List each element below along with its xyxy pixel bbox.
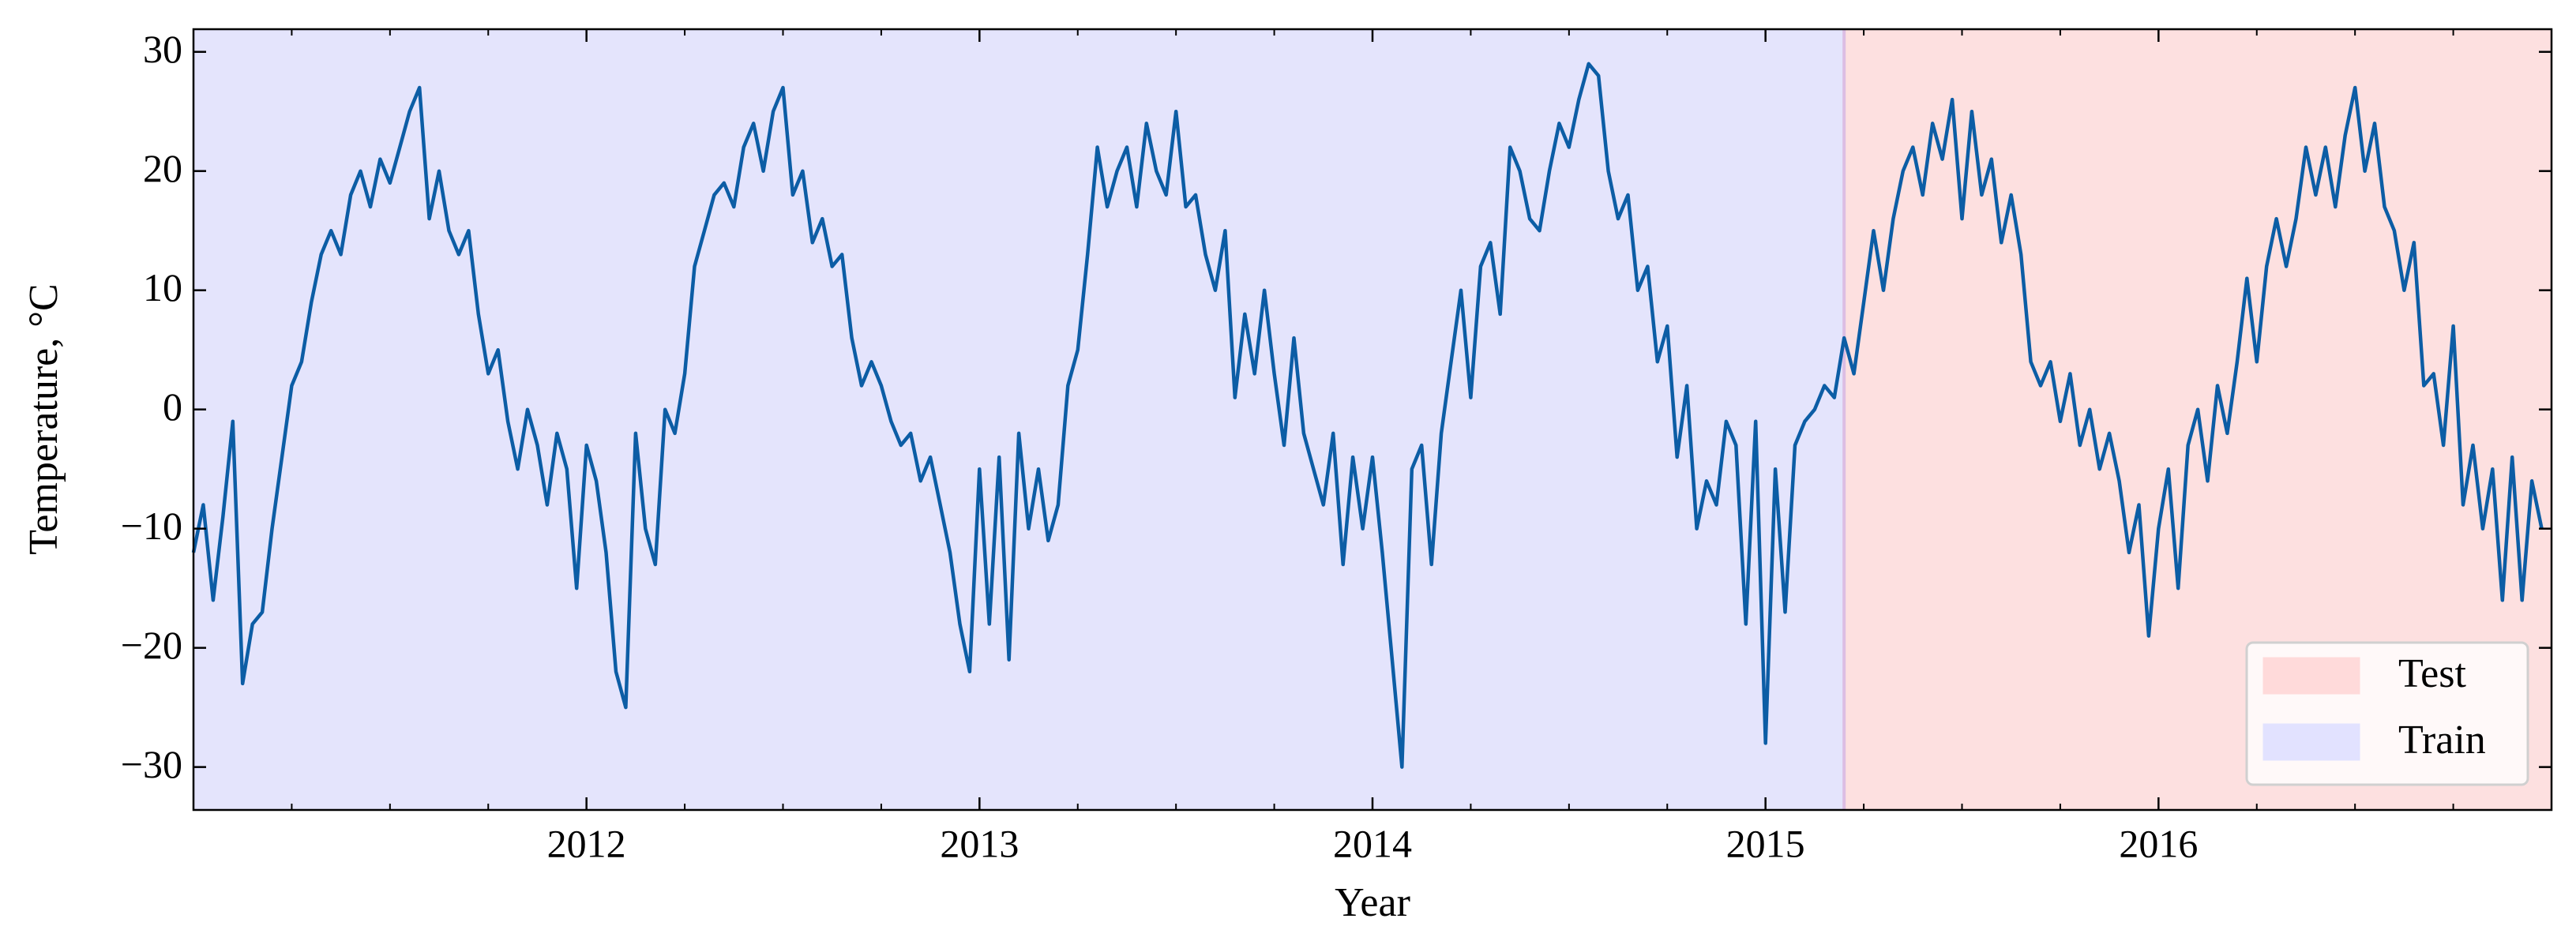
- y-tick-label: −10: [121, 504, 182, 548]
- x-tick-label: 2013: [940, 821, 1019, 865]
- y-tick-label: 20: [143, 146, 182, 190]
- x-tick-label: 2015: [1726, 821, 1805, 865]
- plot-area: [191, 29, 2552, 810]
- x-tick-label: 2016: [2119, 821, 2198, 865]
- x-tick-label: 2012: [547, 821, 626, 865]
- y-tick-label: 10: [143, 265, 182, 309]
- legend-text: Test: [2398, 651, 2466, 696]
- temperature-line: [191, 62, 2544, 769]
- y-tick-label: 0: [163, 384, 182, 429]
- x-tick-label: 2014: [1333, 821, 1412, 865]
- y-tick-label: −30: [121, 742, 182, 786]
- y-axis-label: Temperature, °C: [21, 283, 66, 554]
- legend: Test Train: [2245, 641, 2529, 786]
- legend-swatch: [2262, 657, 2360, 695]
- legend-text: Train: [2398, 718, 2486, 763]
- y-tick-label: −20: [121, 623, 182, 667]
- y-tick-label: 30: [143, 27, 182, 71]
- legend-swatch: [2262, 723, 2360, 761]
- region: [193, 29, 1845, 810]
- x-axis-label: Year: [1335, 880, 1410, 925]
